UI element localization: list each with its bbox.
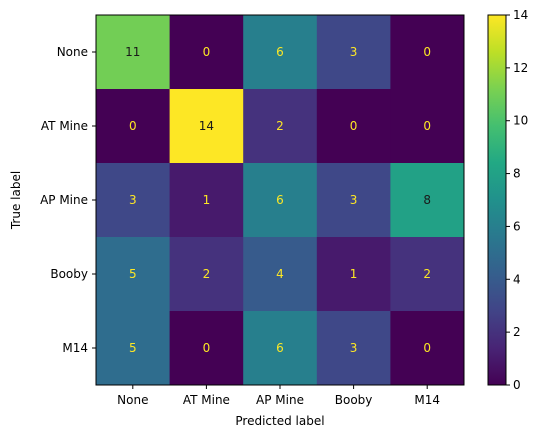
heatmap-cell-labels: 11 0 6 3 0 0 14 2 0 0 3 1 6 3 8 5 2 4 1 2 5 0 6 3 0 bbox=[125, 45, 431, 355]
cell-value-label: 4 bbox=[276, 267, 284, 281]
heatmap-cell bbox=[169, 237, 244, 312]
heatmap-cell bbox=[243, 15, 318, 90]
colorbar-tick-label: 6 bbox=[513, 219, 521, 233]
x-tick-label: M14 bbox=[414, 393, 440, 407]
cell-value-label: 6 bbox=[276, 45, 284, 59]
cell-value-label: 1 bbox=[203, 193, 211, 207]
heatmap-cell bbox=[169, 89, 244, 164]
y-tick-label: AT Mine bbox=[41, 119, 88, 133]
cell-value-label: 3 bbox=[350, 341, 358, 355]
colorbar-tick-label: 0 bbox=[513, 378, 521, 392]
cell-value-label: 3 bbox=[129, 193, 137, 207]
colorbar-tick-label: 14 bbox=[513, 8, 528, 22]
cell-value-label: 2 bbox=[276, 119, 284, 133]
cell-value-label: 11 bbox=[125, 45, 140, 59]
x-tick-label: Booby bbox=[335, 393, 373, 407]
colorbar-tick-label: 2 bbox=[513, 325, 521, 339]
cell-value-label: 0 bbox=[203, 45, 211, 59]
heatmap-cell bbox=[96, 89, 171, 164]
heatmap-cell bbox=[243, 237, 318, 312]
heatmap-cell bbox=[316, 15, 391, 90]
heatmap-cell bbox=[169, 163, 244, 238]
cell-value-label: 0 bbox=[203, 341, 211, 355]
cell-value-label: 8 bbox=[423, 193, 431, 207]
y-tick-label: M14 bbox=[62, 341, 88, 355]
y-tick-label: Booby bbox=[50, 267, 88, 281]
heatmap-cell bbox=[169, 15, 244, 90]
heatmap-cell bbox=[96, 163, 171, 238]
heatmap-cell bbox=[316, 89, 391, 164]
heatmap-cell bbox=[169, 311, 244, 386]
colorbar-tick-label: 8 bbox=[513, 167, 521, 181]
x-tick-label: AT Mine bbox=[183, 393, 230, 407]
x-axis-ticks: None AT Mine AP Mine Booby M14 bbox=[117, 385, 440, 407]
cell-value-label: 6 bbox=[276, 341, 284, 355]
y-tick-label: AP Mine bbox=[40, 193, 88, 207]
heatmap-cell bbox=[243, 311, 318, 386]
cell-value-label: 14 bbox=[199, 119, 214, 133]
cell-value-label: 1 bbox=[350, 267, 358, 281]
colorbar-tick-label: 4 bbox=[513, 272, 521, 286]
cell-value-label: 0 bbox=[350, 119, 358, 133]
heatmap-cell bbox=[316, 311, 391, 386]
cell-value-label: 0 bbox=[423, 341, 431, 355]
x-tick-label: AP Mine bbox=[256, 393, 304, 407]
heatmap-cell bbox=[390, 89, 465, 164]
cell-value-label: 2 bbox=[423, 267, 431, 281]
y-axis-label: True label bbox=[9, 171, 23, 230]
heatmap-cell bbox=[390, 163, 465, 238]
heatmap-cell bbox=[316, 237, 391, 312]
heatmap-cell bbox=[243, 163, 318, 238]
heatmap-cell bbox=[390, 237, 465, 312]
cell-value-label: 0 bbox=[129, 119, 137, 133]
cell-value-label: 5 bbox=[129, 267, 137, 281]
colorbar-tick-label: 12 bbox=[513, 61, 528, 75]
cell-value-label: 3 bbox=[350, 45, 358, 59]
cell-value-label: 2 bbox=[203, 267, 211, 281]
cell-value-label: 3 bbox=[350, 193, 358, 207]
heatmap-cell bbox=[316, 163, 391, 238]
cell-value-label: 6 bbox=[276, 193, 284, 207]
x-axis-label: Predicted label bbox=[235, 414, 324, 428]
colorbar-ticks: 0 2 4 6 8 10 12 14 bbox=[506, 8, 528, 392]
cell-value-label: 0 bbox=[423, 45, 431, 59]
colorbar-tick-label: 10 bbox=[513, 114, 528, 128]
x-tick-label: None bbox=[117, 393, 148, 407]
heatmap-cell bbox=[96, 311, 171, 386]
y-axis-ticks: None AT Mine AP Mine Booby M14 bbox=[40, 45, 96, 355]
colorbar bbox=[487, 14, 507, 386]
heatmap-cell bbox=[243, 89, 318, 164]
heatmap-cell bbox=[390, 15, 465, 90]
cell-value-label: 0 bbox=[423, 119, 431, 133]
heatmap-cell bbox=[96, 15, 171, 90]
heatmap-cell bbox=[390, 311, 465, 386]
y-tick-label: None bbox=[57, 45, 88, 59]
heatmap-cells bbox=[96, 15, 465, 386]
heatmap-cell bbox=[96, 237, 171, 312]
cell-value-label: 5 bbox=[129, 341, 137, 355]
